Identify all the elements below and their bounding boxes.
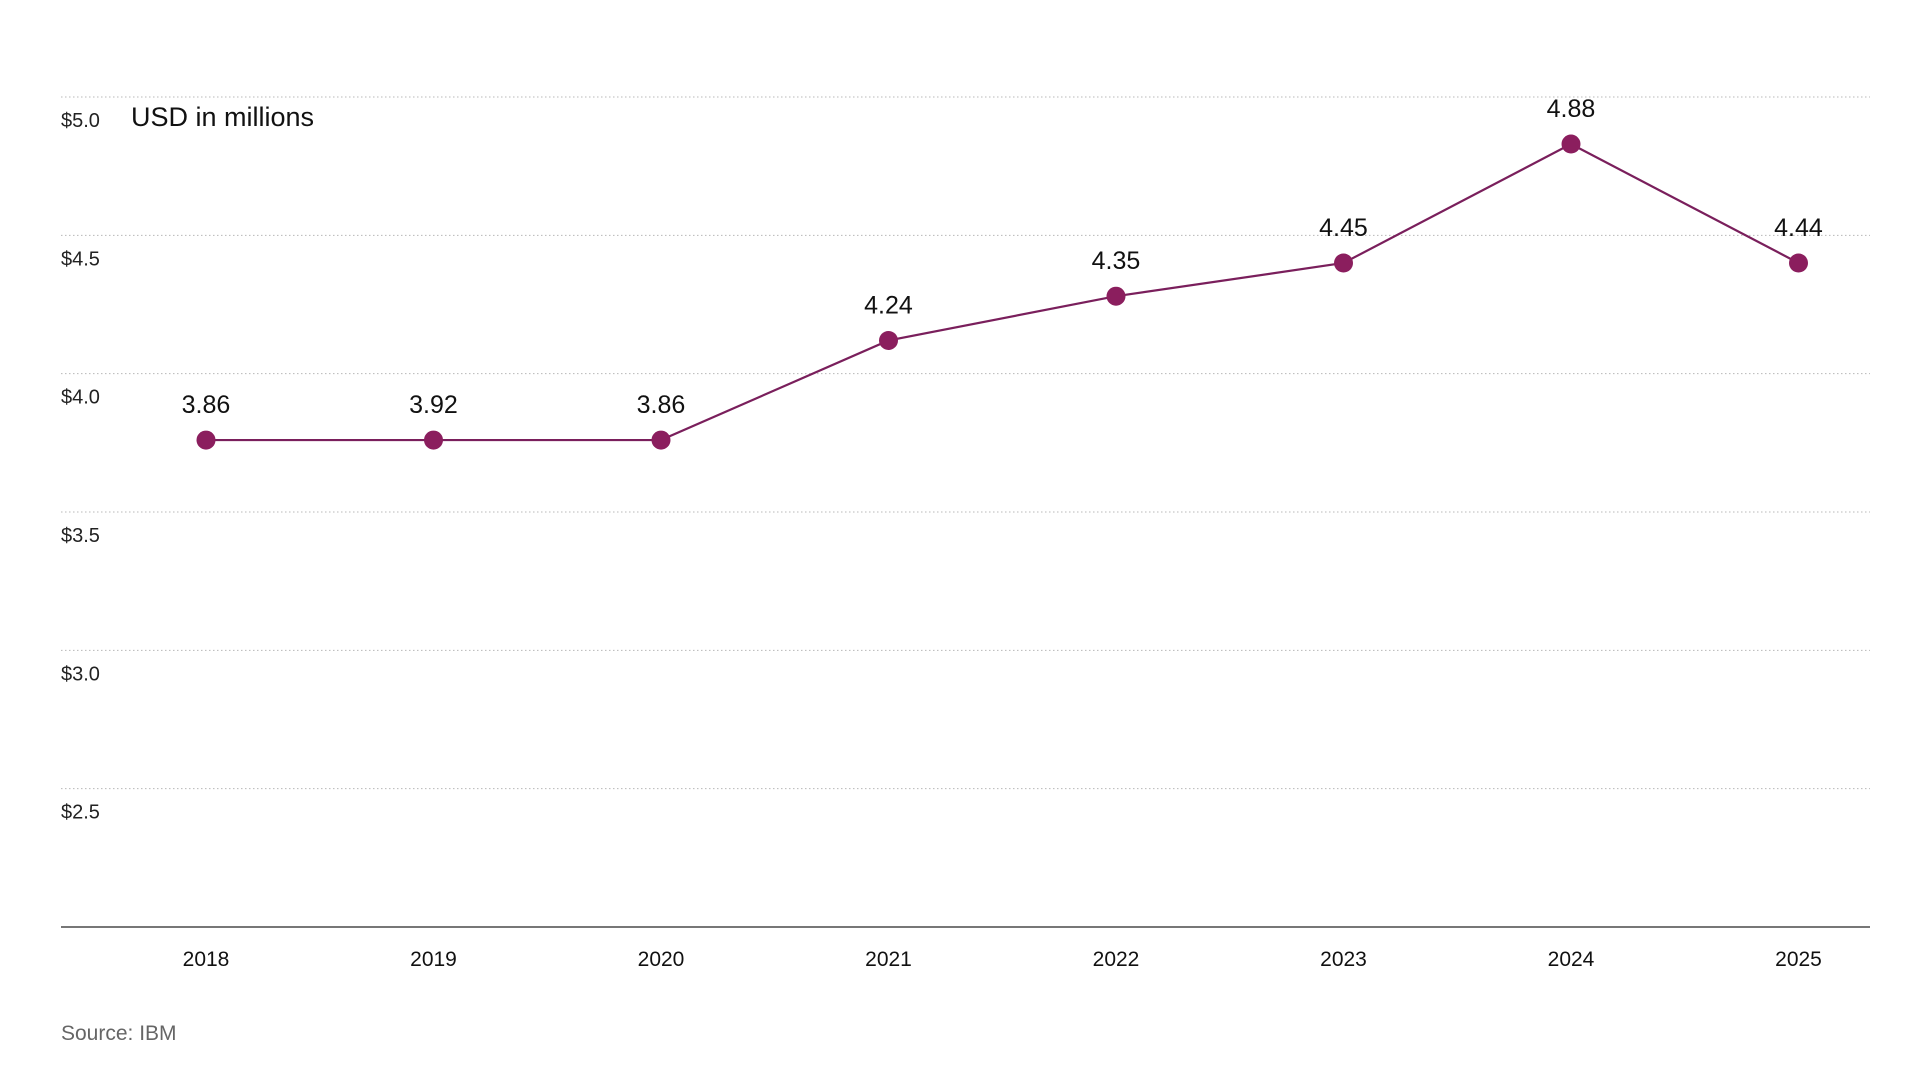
x-tick-label: 2022 xyxy=(1093,948,1140,971)
y-tick-label: $4.0 xyxy=(61,387,100,409)
data-point xyxy=(1106,286,1126,306)
series-line xyxy=(206,142,1800,442)
data-points xyxy=(196,134,1808,450)
y-tick-label: $4.5 xyxy=(61,248,100,270)
data-point xyxy=(424,430,443,450)
x-tick-label: 2019 xyxy=(410,948,457,971)
data-label: 3.92 xyxy=(409,391,458,419)
data-point xyxy=(1789,253,1808,273)
data-point xyxy=(879,330,898,350)
source-note: Source: IBM xyxy=(61,1022,177,1045)
data-point xyxy=(651,430,671,450)
data-labels: 3.86 3.92 3.86 4.24 4.35 4.45 4.88 4.44 xyxy=(182,95,1823,419)
x-tick-label: 2018 xyxy=(183,948,230,971)
y-tick-label: $3.5 xyxy=(61,525,100,547)
x-tick-label: 2025 xyxy=(1775,948,1822,971)
gridlines xyxy=(61,96,1870,790)
data-label: 3.86 xyxy=(637,391,686,419)
x-tick-label: 2020 xyxy=(638,948,685,971)
data-point xyxy=(1334,253,1353,273)
data-label: 3.86 xyxy=(182,391,231,419)
y-tick-label: $2.5 xyxy=(61,802,100,824)
data-label: 4.35 xyxy=(1092,247,1141,275)
x-tick-label: 2021 xyxy=(865,948,912,971)
y-axis-unit-label: USD in millions xyxy=(131,102,314,132)
x-tick-label: 2024 xyxy=(1548,948,1595,971)
data-label: 4.44 xyxy=(1774,214,1823,242)
data-label: 4.45 xyxy=(1319,214,1368,242)
y-axis-tick-labels: $2.5 $3.0 $3.5 $4.0 $4.5 $5.0 xyxy=(61,110,100,824)
data-point xyxy=(196,430,216,450)
data-point xyxy=(1561,134,1581,154)
x-axis-tick-labels: 2018 2019 2020 2021 2022 2023 2024 2025 xyxy=(183,948,1822,971)
x-tick-label: 2023 xyxy=(1320,948,1367,971)
data-label: 4.24 xyxy=(864,291,913,319)
y-tick-label: $5.0 xyxy=(61,110,100,132)
y-tick-label: $3.0 xyxy=(61,663,100,685)
data-label: 4.88 xyxy=(1547,95,1596,123)
